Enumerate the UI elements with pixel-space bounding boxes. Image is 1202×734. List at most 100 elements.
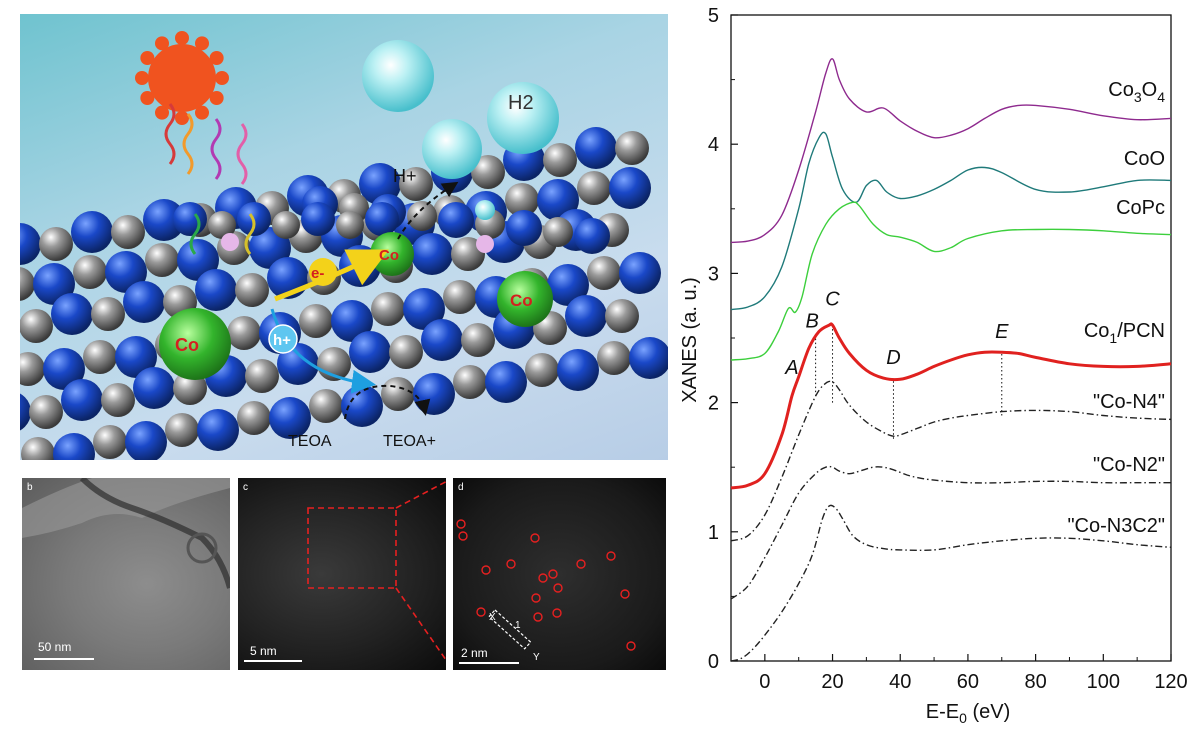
panel-letter: d — [458, 482, 464, 493]
carbon-atom-icon — [39, 227, 73, 261]
series-label: "Co-N4" — [1093, 391, 1165, 413]
schematic-drawing: H2 H+ e- h+ Co Co Co TEOA TEOA+ — [20, 31, 668, 460]
carbon-atom-icon — [587, 256, 621, 290]
scale-bar — [459, 662, 519, 664]
carbon-atom-icon — [577, 171, 611, 205]
carbon-atom-icon — [615, 131, 649, 165]
carbon-atom-icon — [245, 359, 279, 393]
nitrogen-atom-icon — [609, 167, 651, 209]
carbon-atom-icon — [237, 401, 271, 435]
cobalt-label: Co — [510, 291, 533, 310]
hole-label: h+ — [273, 332, 291, 349]
carbon-atom-icon — [83, 340, 117, 374]
nitrogen-atom-icon — [123, 281, 165, 323]
nitrogen-atom-icon — [629, 337, 668, 379]
y-tick-label: 1 — [708, 522, 719, 544]
carbon-atom-icon — [525, 353, 559, 387]
hole-badge — [268, 324, 298, 354]
photocatalysis-schematic: H2 H+ e- h+ Co Co Co TEOA TEOA+ — [20, 14, 668, 460]
carbon-atom-icon — [20, 352, 45, 386]
nitrogen-atom-icon — [125, 421, 167, 460]
series-label: CoO — [1124, 148, 1165, 170]
carbon-atom-icon — [309, 389, 343, 423]
atom-marker — [538, 573, 548, 583]
y-tick-label: 3 — [708, 263, 719, 285]
carbon-atom-icon — [443, 280, 477, 314]
atom-marker — [553, 583, 563, 593]
x-tick-label: 20 — [821, 671, 843, 693]
atom-marker — [620, 589, 630, 599]
nitrogen-atom-icon — [341, 385, 383, 427]
carbon-atom-icon — [73, 255, 107, 289]
carbon-nitride-lattice — [20, 127, 668, 460]
line-start-label: X — [489, 612, 496, 623]
carbon-atom-icon — [111, 215, 145, 249]
teoa-plus-label: TEOA+ — [383, 433, 436, 450]
y-tick-label: 5 — [708, 5, 719, 27]
series-label: Co1/PCN — [1084, 320, 1165, 346]
haadf-micrograph-d: X Y 1 d 2 nm — [453, 478, 666, 670]
carbon-atom-icon — [165, 413, 199, 447]
series-label: Co3O4 — [1108, 79, 1165, 105]
nitrogen-atom-icon — [20, 393, 31, 431]
nitrogen-atom-icon — [115, 336, 157, 378]
x-tick-label: 100 — [1087, 671, 1120, 693]
nitrogen-atom-icon — [61, 379, 103, 421]
feature-annotation: E — [995, 321, 1009, 343]
carbon-atom-icon — [101, 383, 135, 417]
cobalt-label: Co — [175, 335, 199, 355]
atom-marker — [506, 559, 516, 569]
carbon-atom-icon — [21, 437, 55, 460]
nitrogen-atom-icon — [20, 223, 41, 265]
y-axis-label: XANES (a. u.) — [679, 277, 701, 403]
h-plus-label: H+ — [393, 166, 417, 186]
teoa-label: TEOA — [288, 433, 332, 450]
carbon-atom-icon — [461, 323, 495, 357]
series-label: CoPc — [1116, 197, 1165, 219]
y-tick-label: 0 — [708, 651, 719, 673]
nitrogen-atom-icon — [195, 269, 237, 311]
nitrogen-atom-icon — [349, 331, 391, 373]
nitrogen-atom-icon — [301, 202, 335, 236]
series-line — [730, 380, 1172, 542]
electron-badge — [309, 258, 337, 286]
carbon-atom-icon — [208, 211, 236, 239]
haadf-micrograph-c: c 5 nm — [238, 478, 446, 670]
nitrogen-atom-icon — [277, 343, 319, 385]
x-tick-label: 120 — [1154, 671, 1187, 693]
x-axis-label: E-E0 (eV) — [926, 701, 1010, 726]
atom-marker — [531, 593, 541, 603]
electron-label: e- — [311, 265, 324, 282]
atom-marker — [456, 519, 466, 529]
carbon-atom-icon — [407, 201, 437, 231]
x-tick-label: 40 — [889, 671, 911, 693]
carbon-atom-icon — [597, 341, 631, 375]
light-wave-icon — [164, 103, 256, 255]
nitrogen-atom-icon — [133, 367, 175, 409]
nitrogen-atom-icon — [173, 202, 207, 236]
carbon-atom-icon — [453, 365, 487, 399]
nitrogen-atom-icon — [365, 202, 399, 236]
carbon-atom-icon — [605, 299, 639, 333]
nitrogen-atom-icon — [485, 361, 527, 403]
h2-label: H2 — [508, 92, 534, 114]
hydrogen-bubble-icon — [362, 40, 559, 220]
carbon-atom-icon — [399, 167, 433, 201]
carbon-atom-icon — [272, 211, 300, 239]
carbon-atom-icon — [389, 335, 423, 369]
nitrogen-atom-icon — [403, 288, 445, 330]
atom-marker — [533, 612, 543, 622]
cobalt-atom-icon — [497, 271, 553, 327]
nitrogen-atom-icon — [197, 409, 239, 451]
carbon-atom-icon — [235, 273, 269, 307]
series-line — [730, 201, 1172, 361]
carbon-atom-icon — [381, 377, 415, 411]
pink-atom-icon — [221, 233, 239, 251]
nitrogen-atom-icon — [43, 348, 85, 390]
nitrogen-atom-icon — [557, 349, 599, 391]
hydrogen-evolution-arrow — [397, 181, 459, 240]
carbon-atom-icon — [20, 309, 53, 343]
nitrogen-atom-icon — [619, 252, 661, 294]
carbon-atom-icon — [93, 425, 127, 459]
x-tick-label: 80 — [1024, 671, 1046, 693]
